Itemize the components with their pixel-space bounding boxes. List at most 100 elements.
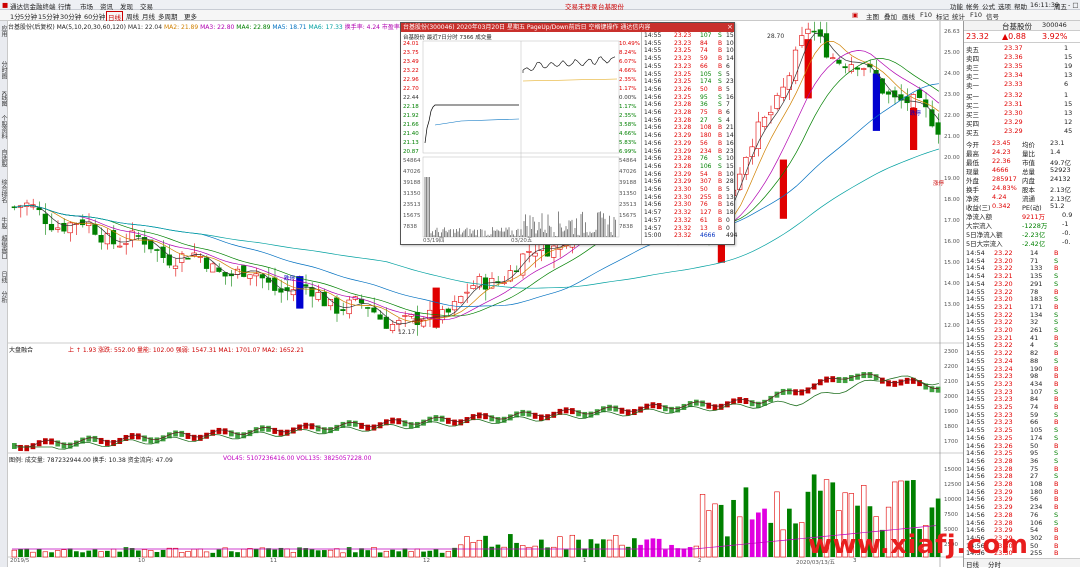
popup-avg-line-day1 bbox=[435, 119, 519, 125]
toolbar-flag-icon[interactable]: ▣ bbox=[852, 11, 858, 19]
toolbar-f10b[interactable]: F10 bbox=[970, 11, 982, 19]
candle-body bbox=[843, 67, 848, 68]
ask-volume: 15 bbox=[1064, 53, 1072, 61]
candle-body bbox=[124, 243, 129, 244]
stat-value-2: 52923 bbox=[1050, 166, 1071, 174]
leftnav-level2[interactable]: 超级盘口 bbox=[0, 235, 8, 259]
period-15min[interactable]: 15分钟 bbox=[38, 11, 59, 21]
volume-bar bbox=[124, 547, 129, 557]
period-60min[interactable]: 60分钟 bbox=[84, 11, 105, 21]
popup-title[interactable]: 台基股份(300046) 2020年03月20日 星期五 PageUp/Down… bbox=[401, 23, 734, 32]
popup-tick-side: S bbox=[718, 155, 722, 162]
leftnav-watchlist[interactable]: 自选股 bbox=[0, 149, 8, 167]
leftnav-bull[interactable]: 牛股 bbox=[0, 217, 8, 229]
toolbar-main[interactable]: 主图 bbox=[866, 11, 879, 21]
flow-row: 5日净流入额 -2.23亿 -0. bbox=[964, 229, 1080, 238]
volume-bar bbox=[514, 543, 519, 557]
period-weekly[interactable]: 周线 bbox=[126, 11, 139, 21]
stat-row: 净资 4.24 流通 2.13亿 bbox=[964, 193, 1080, 202]
popup-tick-time: 14:56 bbox=[644, 78, 661, 85]
candle-body bbox=[303, 285, 308, 287]
volume-bar bbox=[142, 550, 147, 557]
leftnav-timeshare[interactable]: 分时图 bbox=[0, 61, 8, 79]
leftnav-daily[interactable]: 日线 bbox=[0, 271, 8, 283]
volume-bar bbox=[775, 492, 780, 557]
ask-row: 卖四 23.36 15 bbox=[964, 53, 1080, 62]
candle-body bbox=[545, 245, 550, 257]
popup-pct-tick: 10.49% bbox=[619, 41, 640, 47]
date-tick-0: 2019/5 bbox=[10, 558, 29, 564]
period-monthly[interactable]: 月线 bbox=[142, 11, 155, 21]
toolbar-signal[interactable]: 信号 bbox=[986, 11, 999, 21]
popup-tick-volume: 27 bbox=[700, 117, 708, 124]
popup-price-tick: 21.13 bbox=[403, 140, 419, 146]
toolbar-stats[interactable]: 统计 bbox=[952, 11, 965, 21]
popup-tick-side: B bbox=[718, 63, 722, 70]
popup-tick-count: 6 bbox=[726, 109, 730, 116]
popup-vol-tick-right: 39188 bbox=[619, 180, 637, 186]
period-5min[interactable]: 5分钟 bbox=[20, 11, 37, 21]
volume-bar bbox=[241, 549, 246, 557]
flow-ratio: -0. bbox=[1062, 229, 1071, 237]
volume-bar bbox=[756, 512, 761, 557]
leftnav-kline[interactable]: K线图 bbox=[0, 91, 8, 107]
tab-daily[interactable]: 日线 bbox=[966, 559, 979, 569]
toolbar-overlay[interactable]: 叠加 bbox=[884, 11, 897, 21]
candle-body bbox=[812, 31, 817, 32]
popup-tick-count: 14 bbox=[726, 55, 734, 62]
popup-tick-volume: 180 bbox=[700, 132, 711, 139]
window-controls[interactable]: - □ × bbox=[1068, 1, 1080, 9]
period-more[interactable]: 更多 bbox=[184, 11, 197, 21]
toolbar-draw[interactable]: 画线 bbox=[902, 11, 915, 21]
volume-axis-tick: 12500 bbox=[944, 482, 962, 488]
volume-bar bbox=[483, 536, 488, 557]
volume-bar bbox=[434, 549, 439, 557]
popup-tick-price: 23.23 bbox=[674, 63, 691, 70]
leftnav-app[interactable]: 应用 bbox=[0, 25, 8, 37]
popup-tick-time: 14:57 bbox=[644, 209, 661, 216]
volume-bar bbox=[477, 540, 482, 557]
candle-body bbox=[756, 122, 761, 149]
leftnav-analysis[interactable]: 分析 bbox=[0, 291, 8, 303]
period-30min[interactable]: 30分钟 bbox=[60, 11, 81, 21]
popup-timeshare-svg bbox=[401, 33, 641, 245]
bid-price: 23.29 bbox=[1004, 118, 1023, 126]
volume-bar bbox=[725, 536, 730, 557]
toolbar-mark[interactable]: 标记 bbox=[936, 11, 949, 21]
candle-body bbox=[861, 68, 866, 69]
candle-body bbox=[173, 266, 178, 268]
popup-tick-side: S bbox=[718, 94, 722, 101]
volume-bar bbox=[626, 547, 631, 557]
candle-body bbox=[471, 285, 476, 288]
popup-tick-side: B bbox=[718, 109, 722, 116]
popup-tick-count: 4 bbox=[726, 117, 730, 124]
volume-bar bbox=[415, 549, 420, 557]
tab-timeshare[interactable]: 分时 bbox=[988, 559, 1001, 569]
timeshare-popup[interactable]: 台基股份(300046) 2020年03月20日 星期五 PageUp/Down… bbox=[400, 22, 735, 245]
volume-bar bbox=[384, 551, 389, 557]
price-axis-tick: 25.00 bbox=[944, 50, 960, 56]
indicator-bar bbox=[651, 402, 656, 408]
quote-stock-name: 台基股份 bbox=[1002, 21, 1032, 32]
popup-tick-side: B bbox=[718, 209, 722, 216]
leftnav-profile[interactable]: 个股资料 bbox=[0, 115, 8, 139]
leftnav-rank[interactable]: 综合排名 bbox=[0, 179, 8, 203]
period-multi[interactable]: 多周期 bbox=[158, 11, 178, 21]
popup-price-line-day1 bbox=[425, 105, 519, 143]
popup-pct-tick: 4.66% bbox=[619, 131, 636, 137]
popup-tick-time: 14:56 bbox=[644, 117, 661, 124]
popup-tick-price: 23.28 bbox=[674, 124, 691, 131]
popup-close-icon[interactable]: × bbox=[727, 23, 733, 32]
popup-tick-side: B bbox=[718, 47, 722, 54]
bid-row: 买五 23.29 45 bbox=[964, 127, 1080, 136]
toolbar-f10[interactable]: F10 bbox=[920, 11, 932, 19]
popup-tick-price: 23.29 bbox=[674, 178, 691, 185]
popup-tick-side: S bbox=[718, 117, 722, 124]
bid-row: 买一 23.32 1 bbox=[964, 91, 1080, 100]
popup-price-tick: 24.01 bbox=[403, 41, 419, 47]
popup-tick-volume: 234 bbox=[700, 148, 711, 155]
popup-tick-count: 15 bbox=[726, 32, 734, 39]
popup-tick-time: 14:55 bbox=[644, 71, 661, 78]
volume-bar bbox=[638, 545, 643, 557]
left-nav-strip: 应用 分时图 K线图 个股资料 自选股 综合排名 牛股 超级盘口 日线 分析 bbox=[0, 21, 8, 567]
